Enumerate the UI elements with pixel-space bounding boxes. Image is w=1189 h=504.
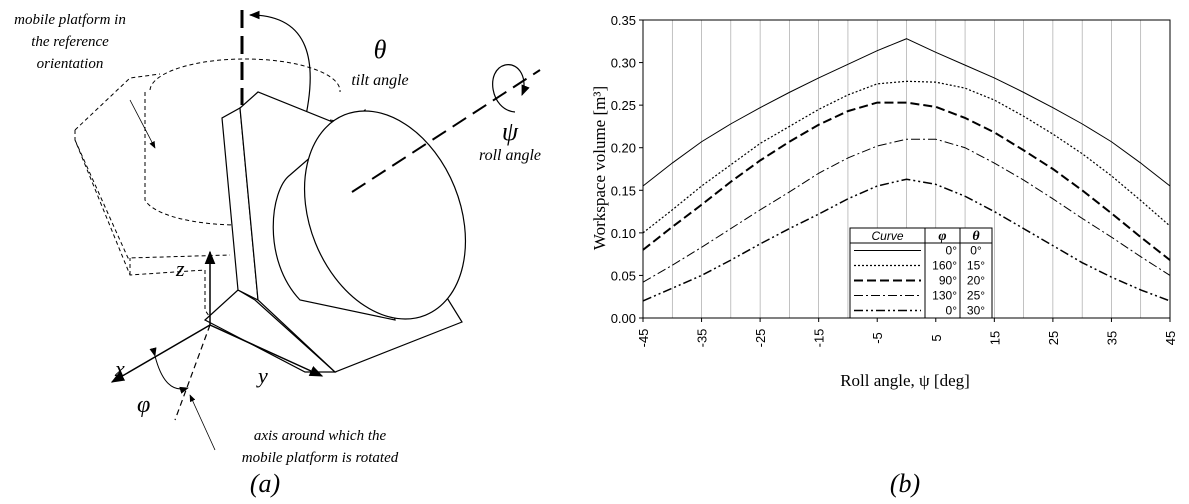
- diagram: mobile platform in the reference orienta…: [14, 10, 541, 498]
- roll-arrow: [493, 65, 524, 112]
- y-tick-label: 0.00: [611, 311, 636, 326]
- y-tick-label: 0.25: [611, 98, 636, 113]
- axis-label: x: [114, 356, 125, 381]
- x-tick-label: 5: [929, 334, 944, 341]
- legend-theta: 20°: [967, 274, 985, 288]
- x-tick-label: 15: [987, 331, 1002, 345]
- note: the reference: [31, 34, 109, 50]
- legend-phi: 90°: [939, 274, 957, 288]
- pointer: [130, 100, 155, 148]
- y-tick-label: 0.35: [611, 13, 636, 28]
- y-tick-label: 0.15: [611, 183, 636, 198]
- x-tick-label: -5: [870, 332, 885, 344]
- x-tick-label: -25: [753, 329, 768, 348]
- legend-phi: 0°: [946, 304, 958, 318]
- x-tick-label: -35: [695, 329, 710, 348]
- symbol: ψ: [502, 117, 519, 146]
- phi-arc: [155, 356, 188, 389]
- pointer: [190, 395, 215, 450]
- symbol: θ: [374, 35, 387, 64]
- legend-header: Curve: [871, 229, 903, 243]
- x-axis-title: Roll angle, ψ [deg]: [840, 371, 970, 390]
- note: axis around which the: [254, 428, 387, 444]
- x-tick-label: 45: [1163, 331, 1178, 345]
- x-tick-label: -45: [636, 329, 651, 348]
- legend-phi: 130°: [932, 289, 957, 303]
- panel-label: (a): [250, 469, 280, 498]
- legend-header: θ: [972, 229, 980, 244]
- x-tick-label: 35: [1104, 331, 1119, 345]
- legend-phi: 160°: [932, 259, 957, 273]
- label: tilt angle: [351, 72, 408, 89]
- y-tick-label: 0.30: [611, 56, 636, 71]
- chart: (b) Roll angle, ψ [deg] Workspace volume…: [590, 13, 1178, 498]
- figure: mobile platform in the reference orienta…: [0, 0, 1189, 504]
- axis-label: y: [256, 363, 268, 388]
- y-tick-label: 0.05: [611, 268, 636, 283]
- x-tick-label: 25: [1046, 331, 1061, 345]
- legend-phi: 0°: [946, 244, 958, 258]
- y-axis-title: Workspace volume [m³]: [590, 86, 609, 250]
- note: orientation: [37, 56, 104, 72]
- x-tick-label: -15: [812, 329, 827, 348]
- symbol: φ: [137, 392, 150, 418]
- legend-theta: 25°: [967, 289, 985, 303]
- axis-label: z: [175, 256, 185, 281]
- rotation-axis: [175, 325, 210, 420]
- y-tick-label: 0.10: [611, 226, 636, 241]
- legend-theta: 15°: [967, 259, 985, 273]
- legend-theta: 0°: [970, 244, 982, 258]
- panel-label: (b): [890, 469, 920, 498]
- label: roll angle: [479, 147, 541, 164]
- legend-header: φ: [938, 229, 946, 244]
- y-tick-label: 0.20: [611, 141, 636, 156]
- legend-theta: 30°: [967, 304, 985, 318]
- note: mobile platform in: [14, 12, 126, 28]
- note: mobile platform is rotated: [242, 450, 399, 466]
